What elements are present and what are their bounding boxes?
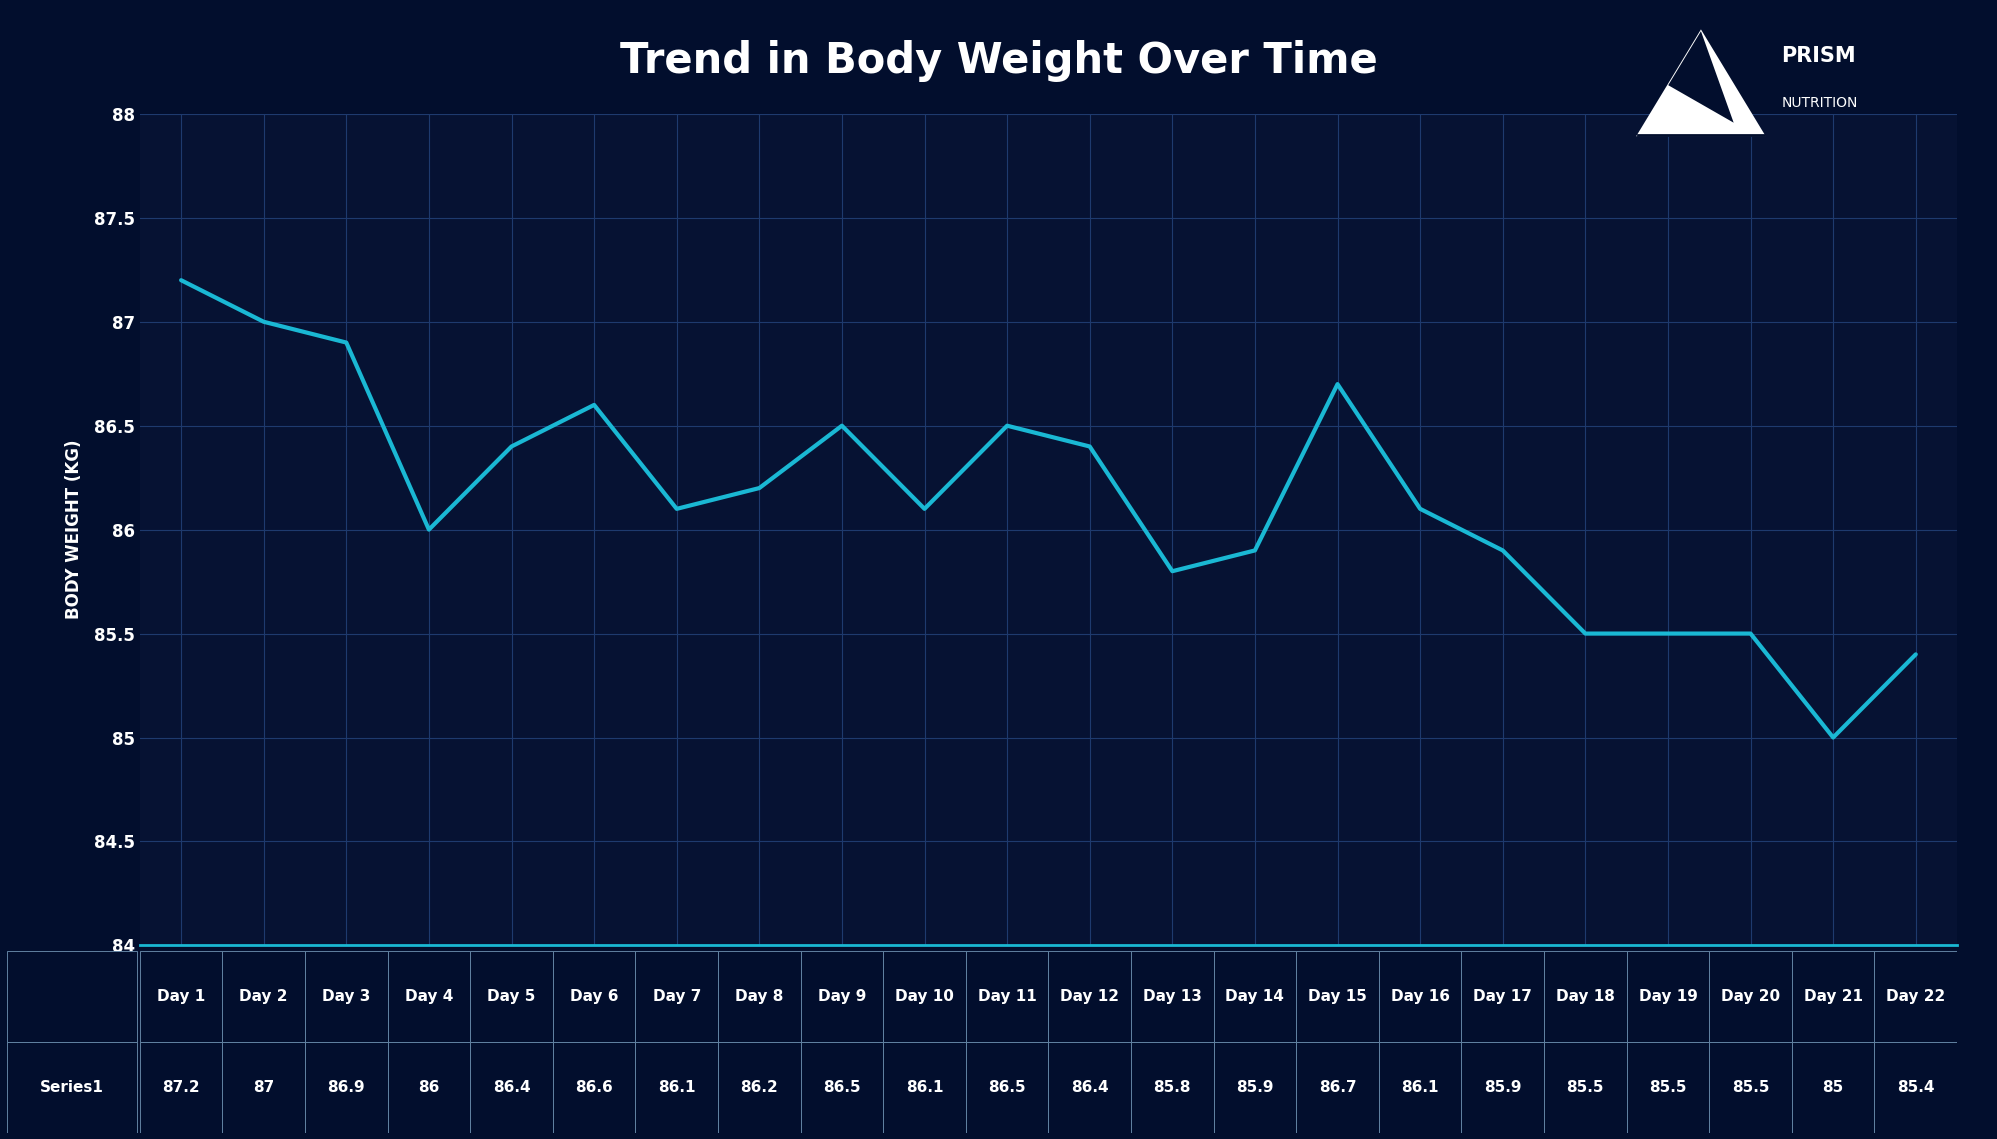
Bar [1709, 951, 1791, 1042]
Bar [222, 1042, 306, 1133]
Text: 86.2: 86.2 [741, 1080, 779, 1096]
Text: Day 22: Day 22 [1885, 989, 1945, 1005]
Text: 86.1: 86.1 [657, 1080, 695, 1096]
Text: Day 18: Day 18 [1556, 989, 1616, 1005]
Text: 86.1: 86.1 [1402, 1080, 1440, 1096]
Bar [635, 951, 719, 1042]
Bar [1378, 1042, 1462, 1133]
Bar [635, 1042, 719, 1133]
Bar [1296, 1042, 1378, 1133]
Text: PRISM: PRISM [1781, 47, 1855, 66]
Text: Day 3: Day 3 [322, 989, 371, 1005]
Text: 86.6: 86.6 [575, 1080, 613, 1096]
Bar [306, 951, 387, 1042]
Bar [387, 1042, 469, 1133]
Bar [1875, 951, 1957, 1042]
Text: Day 4: Day 4 [405, 989, 453, 1005]
Bar [1709, 1042, 1791, 1133]
Bar [1462, 1042, 1544, 1133]
Bar [1048, 1042, 1130, 1133]
Text: Day 12: Day 12 [1060, 989, 1118, 1005]
Bar [306, 1042, 387, 1133]
Bar [8, 1042, 136, 1133]
Text: 86.1: 86.1 [907, 1080, 943, 1096]
Text: Day 5: Day 5 [487, 989, 535, 1005]
Text: Day 11: Day 11 [979, 989, 1036, 1005]
Text: 85.9: 85.9 [1484, 1080, 1522, 1096]
Text: Day 1: Day 1 [158, 989, 206, 1005]
Text: 86.7: 86.7 [1318, 1080, 1356, 1096]
Bar [801, 951, 883, 1042]
Text: Day 9: Day 9 [817, 989, 867, 1005]
Bar [1791, 1042, 1875, 1133]
Bar [883, 1042, 967, 1133]
Text: Day 20: Day 20 [1721, 989, 1779, 1005]
Bar [883, 951, 967, 1042]
Bar [140, 1042, 222, 1133]
Bar [1296, 951, 1378, 1042]
Text: Day 15: Day 15 [1308, 989, 1368, 1005]
Text: Day 17: Day 17 [1474, 989, 1532, 1005]
Bar [222, 951, 306, 1042]
Text: 86.5: 86.5 [823, 1080, 861, 1096]
Text: 87: 87 [254, 1080, 274, 1096]
Bar [1875, 1042, 1957, 1133]
Text: Trend in Body Weight Over Time: Trend in Body Weight Over Time [619, 40, 1378, 82]
Text: 86.5: 86.5 [989, 1080, 1026, 1096]
Text: 86.9: 86.9 [328, 1080, 365, 1096]
Bar [967, 951, 1048, 1042]
Bar [1791, 951, 1875, 1042]
Bar [1130, 951, 1214, 1042]
Bar [553, 951, 635, 1042]
Bar [967, 1042, 1048, 1133]
Text: 86.4: 86.4 [1070, 1080, 1108, 1096]
Bar [469, 951, 553, 1042]
Bar [1462, 951, 1544, 1042]
Polygon shape [1638, 32, 1763, 136]
Text: Day 21: Day 21 [1803, 989, 1863, 1005]
Text: Day 7: Day 7 [653, 989, 701, 1005]
Polygon shape [1667, 31, 1733, 123]
Bar [469, 1042, 553, 1133]
Text: Day 10: Day 10 [895, 989, 955, 1005]
Bar [1130, 1042, 1214, 1133]
Bar [1214, 1042, 1296, 1133]
Text: 85.5: 85.5 [1650, 1080, 1687, 1096]
Text: Series1: Series1 [40, 1080, 104, 1096]
Bar [1628, 1042, 1709, 1133]
Text: 86.4: 86.4 [493, 1080, 531, 1096]
Text: 87.2: 87.2 [162, 1080, 200, 1096]
Text: Day 14: Day 14 [1226, 989, 1284, 1005]
Text: Day 19: Day 19 [1638, 989, 1697, 1005]
Bar [719, 1042, 801, 1133]
Text: 85.8: 85.8 [1154, 1080, 1190, 1096]
Text: 86: 86 [417, 1080, 439, 1096]
Bar [1048, 951, 1130, 1042]
Bar [8, 951, 136, 1042]
Text: 85.5: 85.5 [1566, 1080, 1604, 1096]
Bar [801, 1042, 883, 1133]
Bar [1544, 951, 1628, 1042]
Bar [1628, 951, 1709, 1042]
Text: Day 16: Day 16 [1390, 989, 1450, 1005]
Text: 85: 85 [1823, 1080, 1843, 1096]
Bar [387, 951, 469, 1042]
Y-axis label: BODY WEIGHT (KG): BODY WEIGHT (KG) [64, 440, 82, 620]
Bar [1544, 1042, 1628, 1133]
Text: 85.4: 85.4 [1897, 1080, 1935, 1096]
Text: Day 8: Day 8 [735, 989, 783, 1005]
Bar [553, 1042, 635, 1133]
Bar [1378, 951, 1462, 1042]
Bar [1214, 951, 1296, 1042]
Text: 85.5: 85.5 [1731, 1080, 1769, 1096]
Bar [719, 951, 801, 1042]
Text: Day 6: Day 6 [569, 989, 619, 1005]
Text: NUTRITION: NUTRITION [1781, 96, 1857, 110]
Text: Day 2: Day 2 [240, 989, 288, 1005]
Text: Day 13: Day 13 [1142, 989, 1202, 1005]
Bar [140, 951, 222, 1042]
Text: 85.9: 85.9 [1236, 1080, 1274, 1096]
